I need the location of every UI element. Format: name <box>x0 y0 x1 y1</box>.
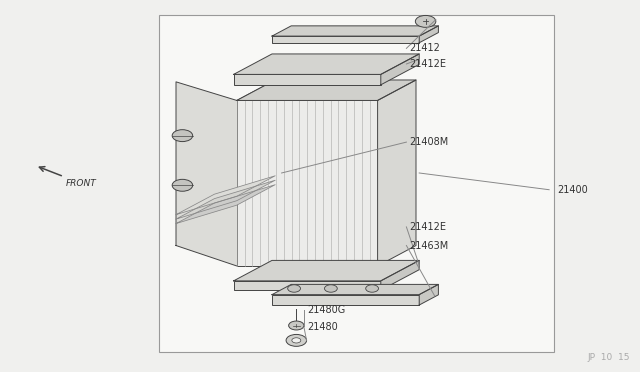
Text: 21412E: 21412E <box>410 222 447 232</box>
Text: 21480G: 21480G <box>307 305 346 314</box>
Circle shape <box>324 285 337 292</box>
Text: 21400: 21400 <box>557 185 588 195</box>
Text: 21408M: 21408M <box>410 137 449 147</box>
Polygon shape <box>176 176 275 215</box>
Polygon shape <box>419 26 438 43</box>
Text: 21412: 21412 <box>410 44 440 53</box>
Polygon shape <box>176 80 275 266</box>
Polygon shape <box>237 80 416 100</box>
Bar <box>234 281 381 290</box>
Polygon shape <box>176 185 275 224</box>
Bar <box>159 15 554 352</box>
Polygon shape <box>419 285 438 305</box>
Polygon shape <box>176 180 275 219</box>
Polygon shape <box>378 80 416 266</box>
Circle shape <box>292 338 301 343</box>
Polygon shape <box>272 285 438 295</box>
Text: 21463M: 21463M <box>410 241 449 250</box>
Circle shape <box>286 334 307 346</box>
Text: FRONT: FRONT <box>66 179 97 187</box>
Polygon shape <box>381 54 419 85</box>
Bar <box>272 295 419 305</box>
Polygon shape <box>381 260 419 290</box>
Bar <box>234 74 381 85</box>
Circle shape <box>288 285 301 292</box>
Polygon shape <box>272 26 438 36</box>
Circle shape <box>289 321 304 330</box>
Bar <box>272 36 419 43</box>
Circle shape <box>415 15 436 27</box>
Circle shape <box>365 285 378 292</box>
Bar <box>237 100 378 266</box>
Polygon shape <box>234 54 419 74</box>
Text: 21412E: 21412E <box>410 59 447 69</box>
Text: JP  10  15: JP 10 15 <box>588 353 630 362</box>
Circle shape <box>172 179 193 191</box>
Circle shape <box>172 130 193 142</box>
Polygon shape <box>234 260 419 281</box>
Text: 21480: 21480 <box>307 323 338 332</box>
